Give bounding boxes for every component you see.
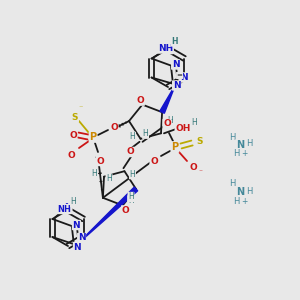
Text: N: N	[73, 220, 80, 230]
Text: H: H	[229, 133, 235, 142]
Text: H: H	[143, 129, 148, 138]
Text: P: P	[89, 132, 97, 142]
Text: O: O	[110, 124, 118, 133]
Text: NH: NH	[58, 205, 71, 214]
Text: H: H	[130, 132, 135, 141]
Text: S: S	[72, 112, 78, 122]
Text: N: N	[165, 44, 173, 53]
Text: N: N	[173, 81, 180, 90]
Text: N: N	[164, 44, 172, 53]
Text: O: O	[189, 164, 197, 172]
Text: S: S	[197, 136, 203, 146]
Text: N: N	[172, 60, 179, 69]
Text: +: +	[241, 149, 247, 158]
Polygon shape	[160, 85, 176, 113]
Text: H: H	[70, 197, 76, 206]
Text: O: O	[127, 148, 134, 157]
Text: NH: NH	[158, 44, 173, 53]
Text: N: N	[236, 187, 244, 197]
Text: =: =	[177, 73, 182, 79]
Text: H: H	[229, 179, 235, 188]
Text: O: O	[136, 96, 144, 105]
Text: OH: OH	[175, 124, 191, 133]
Text: H: H	[128, 192, 134, 201]
Text: H: H	[130, 170, 135, 179]
Text: H: H	[91, 169, 97, 178]
Text: H: H	[191, 118, 197, 127]
Text: H: H	[246, 140, 252, 148]
Text: H: H	[128, 196, 134, 205]
Text: O: O	[96, 157, 104, 166]
Text: N: N	[74, 242, 81, 251]
Text: H: H	[106, 174, 112, 183]
Text: H: H	[233, 149, 239, 158]
Text: O: O	[69, 130, 77, 140]
Polygon shape	[76, 187, 138, 245]
Text: O: O	[163, 119, 171, 128]
Text: H: H	[171, 37, 178, 46]
Text: H: H	[233, 196, 239, 206]
Text: O: O	[122, 206, 130, 215]
Text: ⁻: ⁻	[79, 103, 83, 112]
Text: N: N	[180, 73, 187, 82]
Text: H: H	[246, 187, 252, 196]
Text: ⁻: ⁻	[198, 167, 202, 176]
Text: +: +	[241, 196, 247, 206]
Text: P: P	[171, 142, 178, 152]
Text: N: N	[64, 203, 72, 212]
Text: O: O	[67, 152, 75, 160]
Text: H: H	[167, 116, 173, 125]
Text: N: N	[236, 140, 244, 150]
Text: O: O	[150, 157, 158, 166]
Text: N: N	[78, 233, 86, 242]
